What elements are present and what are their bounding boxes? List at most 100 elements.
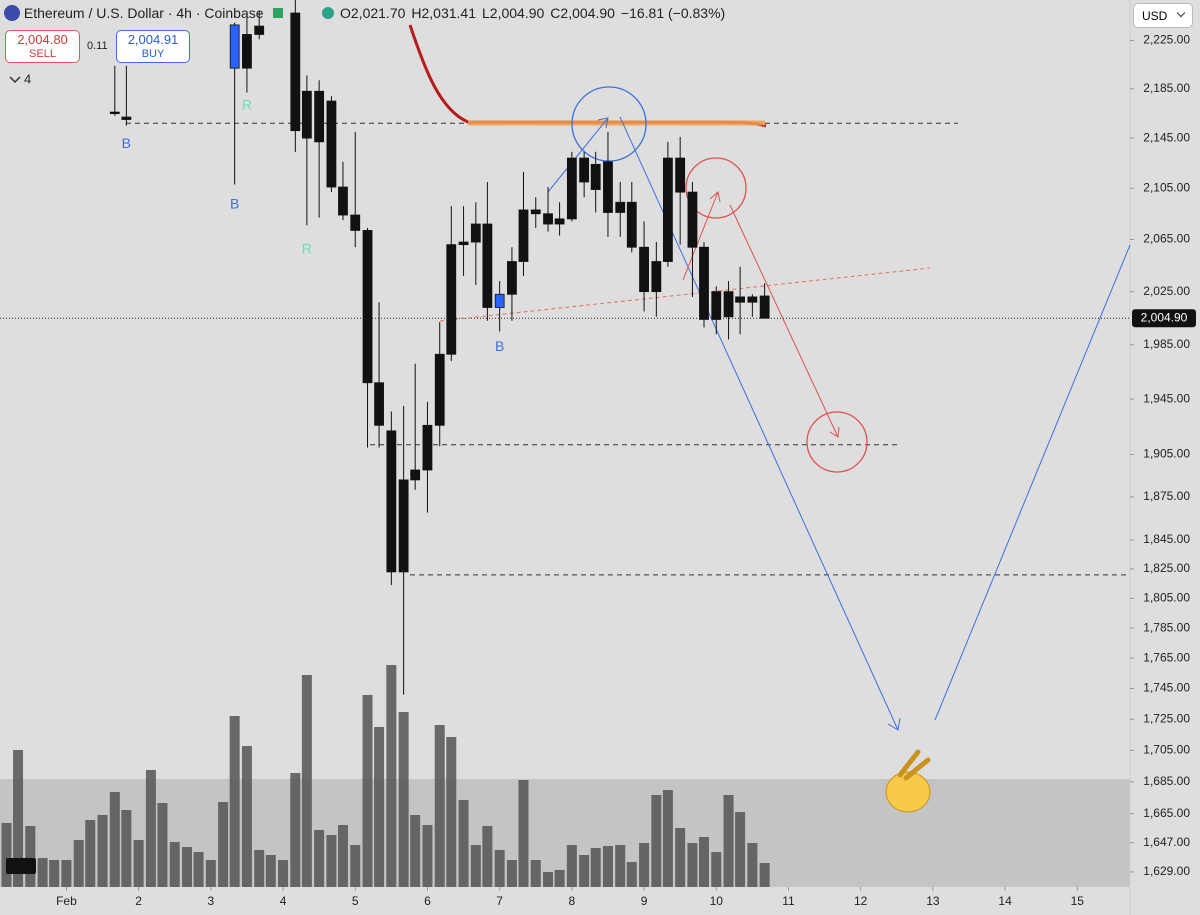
volume-bar xyxy=(602,846,613,887)
volume-bar xyxy=(97,815,108,887)
candle-body xyxy=(662,157,673,262)
volume-bar xyxy=(518,780,529,887)
candle-body xyxy=(699,246,709,320)
tv-logo xyxy=(6,858,36,874)
y-tick-label: 1,845.00 xyxy=(1143,532,1190,546)
candle-body xyxy=(422,424,433,471)
volume-bar xyxy=(121,810,132,887)
candle-body xyxy=(458,241,469,246)
sell-button[interactable]: 2,004.80 SELL xyxy=(5,30,80,63)
volume-bar xyxy=(434,725,445,887)
candle-body xyxy=(651,261,662,293)
x-tick-label: 9 xyxy=(641,894,648,908)
candle-body xyxy=(579,157,590,183)
volume-bar xyxy=(470,845,481,887)
x-tick-label: 8 xyxy=(569,894,576,908)
volume-bar xyxy=(193,852,204,887)
status-icon xyxy=(273,8,284,18)
volume-bar xyxy=(374,727,385,887)
volume-bar xyxy=(543,872,554,887)
x-tick-label: 10 xyxy=(710,894,724,908)
labels-layer: 4 2,225.00 2,185.00 2,145.00 2,105.00 2,065.… xyxy=(6,33,1196,908)
y-tick-label: 1,705.00 xyxy=(1143,743,1190,757)
volume-bar xyxy=(85,820,96,887)
candle-body xyxy=(554,218,565,225)
candle-body xyxy=(735,296,745,303)
volume-bar xyxy=(579,855,590,887)
candle-body xyxy=(518,209,529,262)
volume-bar xyxy=(687,843,698,887)
candle-body xyxy=(338,186,348,216)
candle-body xyxy=(747,296,758,303)
candle-body xyxy=(410,469,421,481)
y-tick-label: 1,685.00 xyxy=(1143,774,1190,788)
y-tick-label: 2,065.00 xyxy=(1143,232,1190,246)
candle-body xyxy=(398,479,409,573)
buy-button[interactable]: 2,004.91 BUY xyxy=(116,30,190,63)
volume-bar xyxy=(458,800,469,887)
ohlc-item: −16.81 (−0.83%) xyxy=(620,5,726,21)
x-tick-label: 11 xyxy=(782,894,795,908)
x-tick-label: Feb xyxy=(56,894,77,908)
volume-bar xyxy=(157,803,168,887)
buy-price: 2,004.91 xyxy=(127,32,179,47)
x-tick-label: 13 xyxy=(926,894,940,908)
volume-bar xyxy=(109,792,120,887)
indicator-count: 4 xyxy=(24,71,31,86)
buy-label: BUY xyxy=(141,48,165,60)
ohlc-item: O2,021.70 xyxy=(340,5,406,21)
ohlc-item: H2,031.41 xyxy=(411,5,476,21)
x-tick-label: 5 xyxy=(352,894,359,908)
y-tick-label: 1,765.00 xyxy=(1143,650,1190,664)
volume-bar xyxy=(386,665,397,887)
candle-body xyxy=(603,161,613,213)
candle-body xyxy=(326,100,337,188)
volume-bar xyxy=(446,737,457,887)
currency-select[interactable]: USD xyxy=(1133,3,1193,28)
ohlc-item: C2,004.90 xyxy=(550,5,615,21)
volume-bar xyxy=(410,815,421,887)
volume-bar xyxy=(711,852,722,887)
candle-body xyxy=(290,12,301,132)
signal-label: R xyxy=(242,97,252,113)
y-tick-label: 1,905.00 xyxy=(1143,447,1190,461)
ohlc-row: O2,021.70 H2,031.41 L2,004.90 C2,004.90 −16.… xyxy=(322,5,731,21)
projection-line xyxy=(934,244,1131,721)
candle-body xyxy=(590,163,601,190)
y-tick-label: 1,985.00 xyxy=(1143,337,1190,351)
volume-layer xyxy=(1,665,770,887)
y-tick-label: 2,105.00 xyxy=(1143,180,1190,194)
volume-bar xyxy=(615,845,626,887)
highlight-circle xyxy=(571,86,647,162)
volume-bar xyxy=(350,845,361,887)
spread: 0.11 xyxy=(87,40,108,52)
candle-body xyxy=(386,430,397,573)
candle-body xyxy=(494,293,505,308)
candle-body xyxy=(639,246,649,293)
candle-body xyxy=(301,90,312,139)
volume-bar xyxy=(398,712,409,887)
y-tick-label: 1,825.00 xyxy=(1143,561,1190,575)
candle-body xyxy=(675,157,686,193)
volume-bar xyxy=(218,802,229,887)
candle-body xyxy=(507,261,517,295)
currency: USD xyxy=(1142,9,1168,23)
volume-bar xyxy=(290,773,301,887)
candle-body xyxy=(314,90,325,143)
target-arrow xyxy=(729,204,840,438)
volume-bar xyxy=(590,848,601,887)
fingers-crossed xyxy=(885,749,931,813)
volume-bar xyxy=(1,823,12,887)
y-tick-label: 1,745.00 xyxy=(1143,681,1190,695)
x-tick-label: 15 xyxy=(1071,894,1085,908)
volume-bar xyxy=(422,825,433,887)
candle-body xyxy=(566,157,577,220)
volume-bar xyxy=(626,862,637,887)
volume-bar xyxy=(747,843,758,887)
volume-bar xyxy=(506,860,517,887)
volume-bar xyxy=(639,843,650,887)
signal-label: B xyxy=(122,135,131,151)
